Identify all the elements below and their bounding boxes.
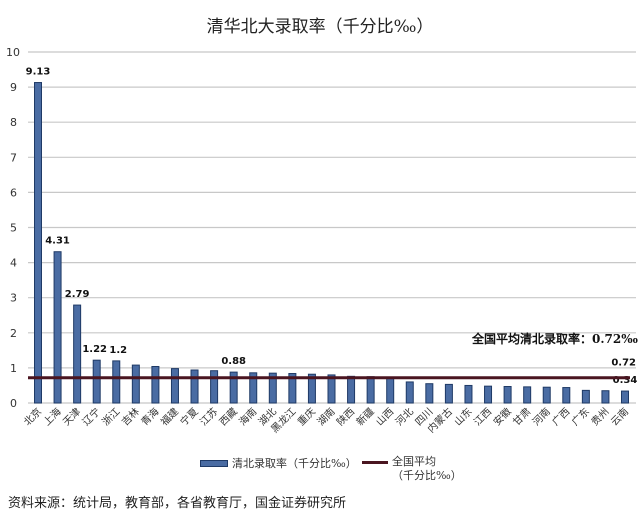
y-tick-label: 5: [10, 222, 17, 235]
x-tick-label: 山西: [374, 406, 397, 429]
x-tick-label: 宁夏: [177, 405, 200, 428]
bar: [581, 389, 590, 404]
x-tick-label: 云南: [608, 405, 631, 428]
x-tick-label: 福建: [158, 405, 181, 428]
data-label: 9.13: [26, 67, 51, 78]
y-tick-label: 3: [10, 292, 17, 305]
x-tick-label: 江西: [472, 406, 495, 429]
bar: [170, 368, 179, 404]
bar: [523, 386, 532, 404]
x-tick-label: 广西: [550, 406, 573, 429]
y-tick-label: 4: [10, 257, 17, 270]
bar: [307, 373, 316, 404]
x-tick-label: 新疆: [353, 405, 376, 428]
data-label: 1.22: [82, 344, 107, 355]
average-annotation: 全国平均清北录取率：0.72‰: [472, 332, 638, 346]
average-value-label: 0.72: [611, 358, 636, 369]
data-label: 2.79: [65, 289, 90, 300]
legend-line-swatch: [362, 461, 388, 464]
y-tick-label: 0: [10, 397, 17, 410]
x-tick-label: 河南: [530, 405, 553, 428]
bar: [347, 375, 356, 404]
bar: [92, 359, 101, 404]
y-tick-label: 10: [6, 46, 20, 59]
bar: [151, 365, 160, 404]
bar: [386, 376, 395, 404]
bar: [621, 390, 629, 404]
x-tick-label: 山东: [451, 405, 474, 428]
chart-title: 清华北大录取率（千分比‰）: [206, 17, 434, 37]
legend-item-bar: 清北录取率（千分比‰）: [200, 455, 357, 471]
bar: [73, 304, 82, 404]
source-note: 资料来源：统计局，教育部，各省教育厅，国金证券研究所: [8, 496, 347, 511]
bar: [484, 385, 493, 404]
y-tick-label: 1: [10, 362, 17, 375]
bar: [190, 369, 199, 404]
bar-chart-plot: 0 1 2 3 4 5 6 7 8 9 10 9.13 北京 4.31 上海 2.79 天津 1.22 辽宁 1.2 浙…: [6, 46, 638, 435]
bar: [112, 360, 121, 404]
x-tick-label: 海南: [236, 405, 259, 428]
x-tick-label: 广东: [569, 405, 592, 428]
bar: [249, 372, 258, 404]
data-label: 1.2: [109, 345, 127, 356]
bar: [131, 364, 140, 404]
bar: [562, 387, 571, 404]
y-tick-label: 7: [10, 151, 17, 164]
x-tick-label: 陕西: [334, 405, 357, 428]
legend-item-line: 全国平均 （千分比‰）: [362, 455, 462, 483]
bar: [503, 386, 512, 404]
x-tick-label: 吉林: [119, 405, 142, 428]
bar: [405, 381, 414, 404]
x-tick-label: 河北: [393, 406, 416, 429]
x-tick-label: 江苏: [197, 405, 220, 428]
bar: [229, 371, 238, 404]
x-tick-label: 天津: [61, 406, 84, 429]
bar: [288, 373, 297, 404]
bar: [327, 374, 336, 404]
legend-line-label: 全国平均 （千分比‰）: [392, 455, 462, 482]
data-label: 4.31: [45, 236, 70, 247]
data-label: 0.34: [613, 375, 638, 386]
x-tick-label: 重庆: [295, 405, 318, 428]
bar: [464, 384, 473, 404]
bar: [366, 376, 375, 404]
bar: [425, 383, 434, 404]
bar: [444, 383, 453, 404]
x-tick-label: 辽宁: [79, 405, 102, 428]
legend-bar-swatch: [200, 460, 228, 467]
bar: [53, 251, 62, 404]
bar: [210, 370, 219, 404]
y-tick-label: 6: [10, 186, 17, 199]
y-tick-label: 8: [10, 116, 17, 129]
data-label: 0.88: [221, 356, 246, 367]
x-tick-label: 湖南: [314, 405, 337, 428]
legend-bar-label: 清北录取率（千分比‰）: [232, 457, 357, 470]
x-tick-label: 北京: [21, 405, 44, 428]
bar: [542, 386, 551, 404]
bar: [601, 390, 610, 404]
x-tick-label: 青海: [138, 405, 161, 428]
bar: [34, 82, 42, 404]
x-tick-label: 贵州: [588, 405, 611, 428]
x-tick-label: 上海: [40, 405, 63, 428]
x-tick-label: 西藏: [217, 406, 240, 429]
bar: [268, 372, 277, 404]
x-tick-label: 甘肃: [510, 405, 533, 428]
x-tick-label: 安徽: [490, 405, 513, 428]
x-tick-label: 浙江: [100, 406, 123, 429]
y-tick-label: 2: [10, 327, 17, 340]
y-tick-label: 9: [10, 81, 17, 94]
